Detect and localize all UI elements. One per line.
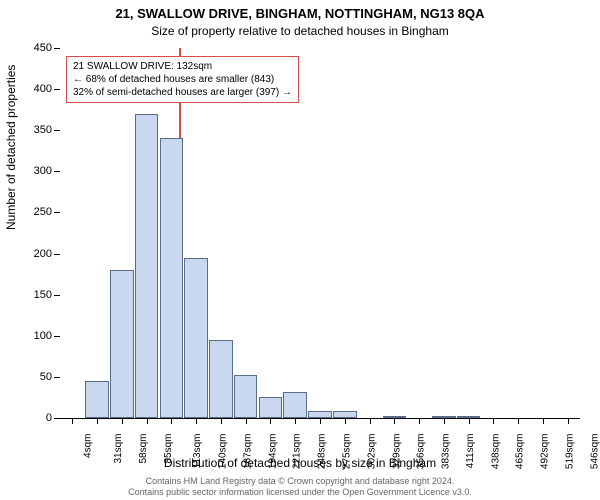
x-tick: [370, 418, 371, 424]
histogram-bar: [259, 397, 283, 418]
y-tick-label: 200: [12, 248, 52, 260]
chart-container: 21, SWALLOW DRIVE, BINGHAM, NOTTINGHAM, …: [0, 0, 600, 500]
x-tick: [543, 418, 544, 424]
x-tick: [246, 418, 247, 424]
page-subtitle: Size of property relative to detached ho…: [0, 24, 600, 38]
x-tick: [444, 418, 445, 424]
x-tick: [419, 418, 420, 424]
x-tick: [72, 418, 73, 424]
y-tick: [54, 130, 60, 131]
histogram-bar: [283, 392, 307, 418]
y-tick-label: 250: [12, 206, 52, 218]
y-tick-label: 0: [12, 412, 52, 424]
histogram-bar: [160, 138, 184, 418]
x-tick: [196, 418, 197, 424]
x-tick: [394, 418, 395, 424]
x-axis-title: Distribution of detached houses by size …: [0, 456, 600, 470]
y-tick-label: 50: [12, 371, 52, 383]
plot-area: 21 SWALLOW DRIVE: 132sqm ← 68% of detach…: [60, 48, 580, 419]
x-tick: [469, 418, 470, 424]
y-tick: [54, 212, 60, 213]
annotation-box: 21 SWALLOW DRIVE: 132sqm ← 68% of detach…: [66, 56, 299, 103]
y-tick: [54, 295, 60, 296]
y-tick-label: 350: [12, 124, 52, 136]
y-tick-label: 150: [12, 289, 52, 301]
y-tick: [54, 336, 60, 337]
x-tick: [97, 418, 98, 424]
page-title: 21, SWALLOW DRIVE, BINGHAM, NOTTINGHAM, …: [0, 6, 600, 21]
y-tick-label: 450: [12, 42, 52, 54]
y-tick: [54, 89, 60, 90]
y-tick: [54, 171, 60, 172]
x-tick: [568, 418, 569, 424]
y-tick: [54, 377, 60, 378]
x-tick: [171, 418, 172, 424]
x-tick: [147, 418, 148, 424]
annotation-line: 21 SWALLOW DRIVE: 132sqm: [73, 60, 292, 73]
x-tick: [320, 418, 321, 424]
footer-line: Contains public sector information licen…: [0, 487, 600, 498]
histogram-bar: [110, 270, 134, 418]
y-tick: [54, 418, 60, 419]
x-tick: [518, 418, 519, 424]
annotation-line: 32% of semi-detached houses are larger (…: [73, 86, 292, 99]
annotation-line: ← 68% of detached houses are smaller (84…: [73, 73, 292, 86]
histogram-bar: [209, 340, 233, 418]
y-tick-label: 100: [12, 330, 52, 342]
x-tick: [493, 418, 494, 424]
y-tick-label: 400: [12, 83, 52, 95]
histogram-bar: [135, 114, 159, 418]
histogram-bar: [184, 258, 208, 418]
x-tick: [295, 418, 296, 424]
y-tick: [54, 48, 60, 49]
footer-line: Contains HM Land Registry data © Crown c…: [0, 476, 600, 487]
x-tick: [345, 418, 346, 424]
x-tick: [221, 418, 222, 424]
footer-text: Contains HM Land Registry data © Crown c…: [0, 476, 600, 498]
y-tick-label: 300: [12, 165, 52, 177]
histogram-bar: [85, 381, 109, 418]
histogram-bar: [234, 375, 258, 418]
x-tick-label: 4sqm: [83, 434, 94, 458]
x-tick: [270, 418, 271, 424]
y-tick: [54, 254, 60, 255]
x-tick: [122, 418, 123, 424]
